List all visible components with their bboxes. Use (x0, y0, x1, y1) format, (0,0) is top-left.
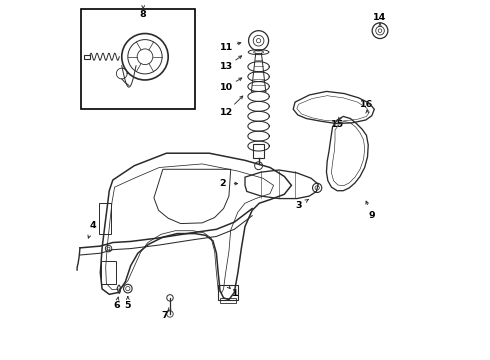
Text: 1: 1 (232, 289, 238, 298)
Text: 11: 11 (220, 42, 233, 51)
Bar (220, 298, 236, 303)
Text: 2: 2 (220, 179, 226, 188)
Text: 7: 7 (161, 311, 168, 320)
Bar (84, 55, 90, 59)
Bar (218, 285, 238, 300)
Bar (99, 203, 111, 234)
Text: 16: 16 (360, 100, 373, 109)
Text: 14: 14 (373, 13, 387, 22)
Text: 9: 9 (368, 211, 375, 220)
Bar (101, 261, 117, 284)
Text: 10: 10 (220, 83, 233, 92)
Text: 12: 12 (220, 108, 233, 117)
Text: 5: 5 (124, 301, 131, 310)
Text: 6: 6 (113, 301, 120, 310)
Bar (81, 9, 195, 109)
Text: 4: 4 (90, 221, 96, 230)
Text: 15: 15 (331, 120, 343, 129)
Text: 3: 3 (295, 201, 302, 210)
Text: 8: 8 (140, 10, 147, 19)
Text: 13: 13 (220, 62, 233, 71)
Bar (253, 144, 264, 158)
